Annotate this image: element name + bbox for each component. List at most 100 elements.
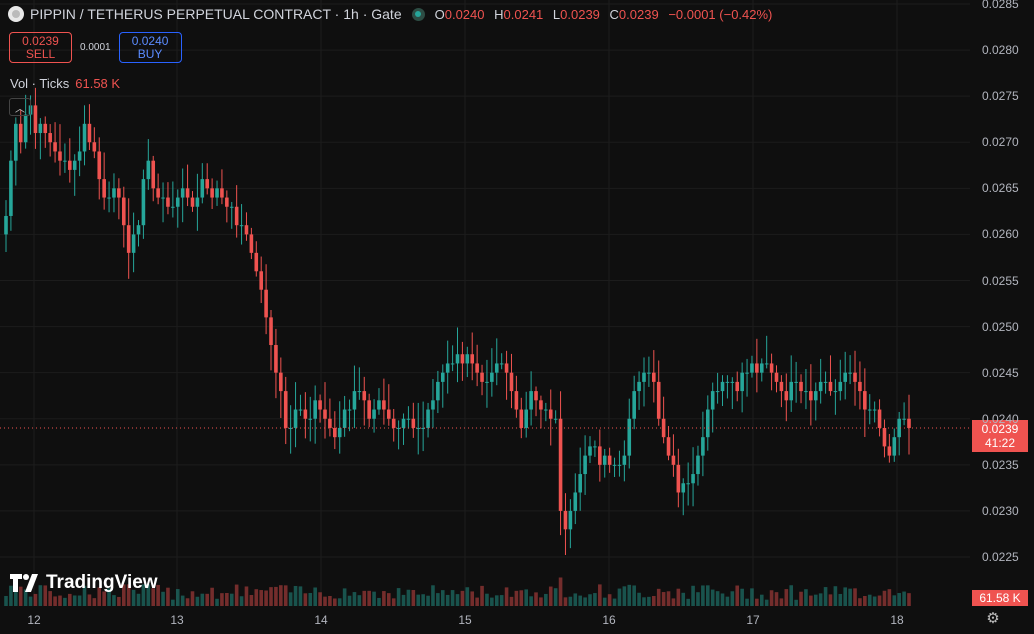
volume-bar: [784, 589, 789, 606]
candle-body: [455, 354, 460, 364]
volume-bar: [519, 590, 524, 606]
high-key: H: [494, 6, 504, 22]
volume-bar: [308, 592, 313, 606]
ohlc-readout: O0.0240 H0.0241 L0.0239 C0.0239 −0.0001 …: [435, 7, 779, 22]
volume-bar: [627, 584, 632, 606]
candle-body: [460, 354, 465, 364]
volume-bar: [215, 598, 219, 606]
candle-body: [617, 464, 622, 466]
volume-bar: [671, 598, 676, 606]
volume-bar: [661, 592, 666, 606]
candle-body: [544, 409, 548, 411]
buy-price: 0.0240: [131, 33, 169, 48]
volume-bar: [774, 592, 779, 606]
chevron-up-icon: ︿: [15, 103, 25, 115]
candle-body: [558, 418, 563, 511]
candle-body: [382, 400, 386, 410]
candle-body: [838, 381, 843, 392]
volume-bar: [234, 584, 239, 606]
candle-body: [524, 409, 529, 428]
candle-body: [696, 455, 700, 475]
volume-bar: [229, 593, 234, 606]
candle-body: [288, 427, 293, 429]
volume-bar: [573, 593, 578, 606]
candle-body: [867, 409, 872, 411]
volume-bar: [411, 590, 416, 606]
volume-bar: [362, 590, 367, 606]
volume-bar: [652, 595, 656, 606]
volume-label: Vol · Ticks: [10, 76, 70, 91]
tradingview-logo[interactable]: TradingView: [10, 572, 158, 594]
candle-body: [249, 234, 254, 253]
volume-bar: [175, 589, 180, 606]
volume-bar: [642, 597, 646, 606]
collapse-legend-button[interactable]: ︿: [9, 98, 31, 116]
candle-body: [539, 400, 543, 410]
candle-body: [652, 372, 656, 382]
time-tick-label: 16: [602, 613, 616, 627]
volume-bar: [337, 598, 342, 606]
volume-bar: [225, 592, 229, 606]
candle-body: [755, 363, 759, 373]
volume-bar: [455, 594, 460, 606]
volume-bar: [23, 589, 28, 606]
time-tick-label: 13: [170, 613, 184, 627]
candle-body: [264, 289, 268, 318]
volume-bar: [396, 588, 401, 606]
candle-body: [632, 391, 636, 419]
candle-body: [598, 446, 602, 465]
volume-bar: [180, 595, 185, 606]
market-status-icon[interactable]: [411, 7, 425, 21]
volume-bar: [593, 593, 597, 606]
candle-body: [9, 160, 13, 216]
candle-body: [750, 363, 754, 373]
sell-button[interactable]: 0.0239 SELL: [9, 32, 72, 63]
buy-button[interactable]: 0.0240 BUY: [118, 32, 182, 63]
volume-bar: [907, 593, 911, 606]
volume-bar: [607, 594, 612, 606]
volume-bar: [877, 595, 882, 606]
candle-body: [514, 391, 519, 410]
time-tick-label: 17: [746, 613, 760, 627]
volume-bar: [377, 597, 381, 606]
price-tick-label: 0.0260: [982, 227, 1019, 242]
candle-body: [666, 437, 671, 456]
time-tick-label: 14: [314, 613, 328, 627]
candle-body: [602, 455, 607, 465]
volume-bar: [823, 587, 828, 606]
candle-body: [426, 409, 430, 428]
volume-bar: [715, 591, 720, 606]
candle-body: [77, 151, 82, 161]
volume-bar: [539, 597, 543, 606]
volume-bar: [833, 586, 838, 606]
symbol-title[interactable]: PIPPIN / TETHERUS PERPETUAL CONTRACT · 1…: [30, 6, 402, 22]
volume-bar: [87, 594, 92, 606]
settings-gear-icon[interactable]: ⚙: [986, 610, 1000, 627]
volume-bar: [166, 587, 170, 606]
candle-body: [465, 354, 470, 364]
candle-body: [823, 381, 828, 383]
volume-legend[interactable]: Vol · Ticks 61.58 K: [10, 76, 120, 91]
volume-bar: [848, 588, 852, 606]
price-tick-label: 0.0275: [982, 89, 1019, 104]
candle-body: [38, 123, 43, 134]
volume-bar: [126, 584, 131, 606]
volume-bar: [838, 593, 843, 606]
volume-bar: [730, 591, 735, 606]
candle-body: [858, 381, 862, 392]
volume-bar: [902, 591, 906, 606]
candle-body: [220, 188, 224, 198]
volume-bar: [4, 595, 8, 606]
candle-body: [200, 179, 205, 198]
volume-bar: [460, 590, 465, 606]
volume-bar: [681, 592, 686, 606]
candle-body: [82, 123, 87, 152]
volume-bar: [63, 597, 67, 606]
candle-body: [843, 372, 848, 382]
candle-body: [303, 409, 308, 419]
candle-body: [671, 455, 676, 465]
volume-bar: [887, 589, 892, 606]
volume-bar: [416, 594, 421, 606]
time-tick-label: 12: [27, 613, 41, 627]
